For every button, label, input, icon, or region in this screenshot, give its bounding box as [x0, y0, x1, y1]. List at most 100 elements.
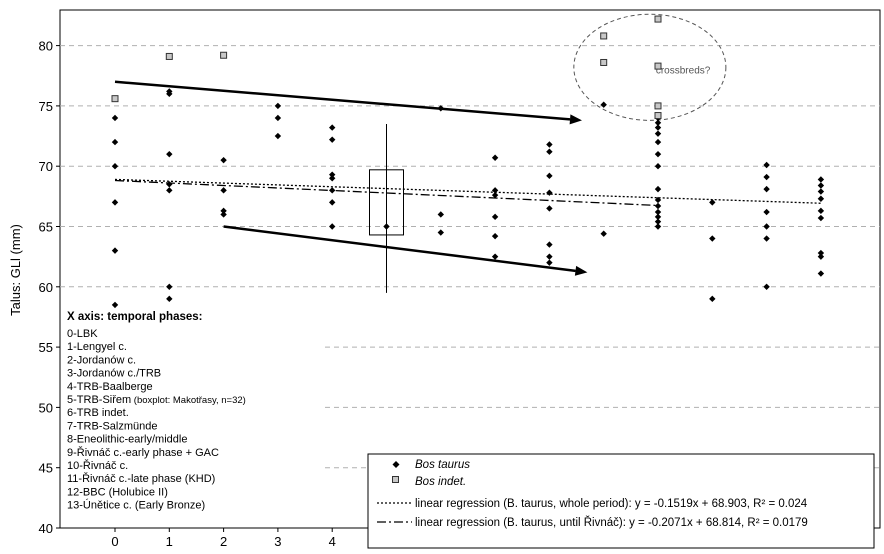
point-taurus-39 — [546, 241, 553, 248]
point-indet-0 — [111, 95, 119, 103]
trend-arrow-head-0 — [569, 114, 582, 125]
point-taurus-28 — [437, 229, 444, 236]
point-taurus-61 — [709, 295, 716, 303]
legend-label-until: linear regression (B. taurus, until Řivn… — [415, 516, 808, 529]
point-taurus-69 — [763, 173, 770, 181]
boxplot — [369, 123, 404, 293]
regression-line-1 — [114, 179, 659, 207]
trend-arrow-0 — [114, 80, 571, 121]
point-indet-4 — [600, 32, 608, 40]
legend: Bos taurus Bos indet. linear regression … — [367, 453, 875, 549]
point-taurus-41 — [546, 189, 553, 196]
legend-box — [367, 453, 875, 549]
annotation-line-3: 3-Jordanów c./TRB — [67, 368, 161, 380]
point-taurus-57 — [654, 130, 662, 137]
annotation-line-1: 1-Lengyel c. — [67, 341, 127, 353]
annotation-title: X axis: temporal phases: — [67, 311, 203, 323]
annotation-line-2: 2-Jordanów c. — [67, 354, 136, 366]
point-taurus-21 — [329, 199, 336, 206]
point-taurus-48 — [654, 218, 662, 225]
trend-arrow-head-1 — [574, 265, 588, 276]
point-taurus-62 — [709, 235, 716, 242]
point-taurus-1 — [111, 247, 119, 254]
y-axis-label: Talus: GLl (mm) — [8, 224, 23, 316]
point-indet-5 — [654, 15, 662, 23]
point-taurus-77 — [817, 188, 825, 195]
annotation-line-12: 12-BBC (Holubice II) — [67, 486, 168, 498]
point-taurus-52 — [654, 196, 662, 204]
point-taurus-4 — [111, 138, 119, 146]
regression-lines — [114, 178, 821, 207]
x-tick-label-3: 3 — [274, 534, 281, 549]
x-tick-label-2: 2 — [220, 534, 227, 549]
point-taurus-27 — [383, 223, 390, 230]
point-taurus-35 — [491, 187, 499, 194]
annotation-line-10: 10-Řivnáč c. — [67, 459, 128, 472]
trend-arrow-1 — [223, 225, 576, 273]
annotation-line-8: 8-Eneolithic-early/middle — [67, 434, 187, 446]
point-taurus-17 — [274, 132, 282, 140]
point-taurus-8 — [166, 187, 173, 194]
y-tick-labels: 40 45 50 55 60 65 70 75 80 — [39, 39, 60, 536]
point-taurus-16 — [220, 156, 227, 164]
plot-frame — [59, 9, 881, 529]
point-taurus-13 — [220, 211, 227, 218]
point-taurus-75 — [817, 207, 825, 215]
point-taurus-18 — [274, 114, 282, 122]
point-taurus-44 — [546, 141, 553, 148]
point-taurus-10 — [166, 150, 173, 158]
regression-line-0 — [114, 178, 821, 204]
point-indet-3 — [600, 58, 608, 66]
annotation-line-5: 5-TRB-Siřem (boxplot: Makotřasy, n=32) — [67, 394, 246, 406]
point-taurus-76 — [817, 195, 825, 202]
point-taurus-7 — [166, 283, 173, 290]
y-tick-label-65: 65 — [39, 220, 53, 235]
x-tick-label-1: 1 — [166, 534, 173, 549]
point-taurus-40 — [546, 205, 553, 212]
point-indet-8 — [654, 112, 662, 120]
annotation-line-7: 7-TRB-Salzmünde — [67, 420, 157, 432]
legend-marker-indet — [392, 476, 399, 483]
point-taurus-58 — [654, 124, 662, 131]
point-taurus-72 — [817, 253, 825, 260]
point-taurus-70 — [763, 161, 770, 169]
point-indet-6 — [654, 62, 662, 70]
point-taurus-43 — [546, 148, 553, 155]
legend-marker-taurus — [392, 461, 400, 468]
point-taurus-50 — [654, 208, 662, 216]
point-taurus-5 — [111, 114, 119, 122]
point-indet-2 — [220, 51, 228, 59]
point-taurus-55 — [654, 150, 662, 158]
point-taurus-29 — [437, 211, 444, 218]
point-taurus-67 — [763, 208, 770, 216]
point-taurus-20 — [329, 223, 336, 230]
y-tick-label-50: 50 — [39, 400, 53, 415]
boxplot-box — [369, 169, 404, 236]
y-tick-label-60: 60 — [39, 280, 53, 295]
point-taurus-19 — [274, 102, 282, 110]
annotation-line-13: 13-Únětice c. (Early Bronze) — [67, 499, 205, 512]
data-points — [111, 15, 825, 309]
crossbreds-ellipse — [573, 13, 727, 121]
annotation-boxplot-note: (boxplot: Makotřasy, n=32) — [131, 395, 246, 406]
point-indet-1 — [165, 52, 173, 60]
point-taurus-45 — [600, 230, 607, 237]
legend-label-taurus: Bos taurus — [415, 459, 470, 471]
point-taurus-54 — [654, 163, 662, 170]
point-taurus-0 — [111, 301, 119, 309]
point-taurus-56 — [654, 138, 662, 146]
point-taurus-65 — [763, 235, 770, 242]
point-taurus-51 — [654, 202, 662, 210]
point-taurus-42 — [546, 172, 553, 180]
y-tick-label-45: 45 — [39, 461, 53, 476]
point-taurus-79 — [817, 176, 825, 183]
point-taurus-34 — [491, 191, 499, 199]
legend-label-indet: Bos indet. — [415, 476, 466, 488]
point-indet-7 — [654, 102, 662, 110]
point-taurus-12 — [166, 88, 173, 95]
x-tick-label-4: 4 — [329, 534, 336, 549]
point-taurus-38 — [546, 253, 553, 260]
point-taurus-24 — [329, 171, 336, 178]
point-taurus-74 — [817, 214, 825, 222]
annotation-line-9: 9-Řivnáč c.-early phase + GAC — [67, 446, 219, 459]
